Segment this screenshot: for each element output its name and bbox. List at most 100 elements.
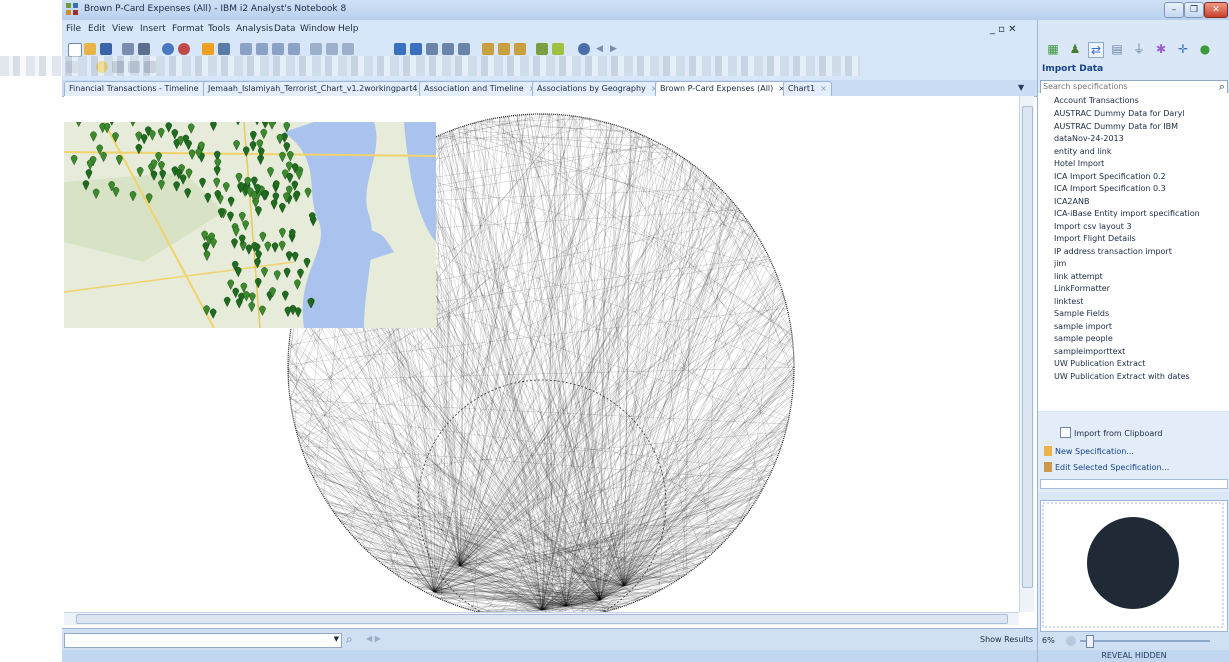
mdi-controls[interactable]: _ ▫ ✕	[990, 24, 1017, 35]
zoom-out-icon[interactable]	[256, 43, 268, 55]
overview-window[interactable]	[1040, 500, 1228, 632]
conditional-format-icon[interactable]	[552, 43, 564, 55]
zoom-page-icon[interactable]	[288, 43, 300, 55]
tab-associations-geography[interactable]: Associations by Geography ×	[532, 81, 663, 96]
menu-analysis[interactable]: Analysis	[236, 24, 274, 34]
zoom-fit-icon[interactable]	[272, 43, 284, 55]
menu-view[interactable]: View	[112, 24, 134, 34]
zoom-in-icon[interactable]	[240, 43, 252, 55]
close-button[interactable]: ✕	[1204, 2, 1228, 18]
menu-edit[interactable]: Edit	[88, 24, 106, 34]
minimize-button[interactable]: –	[1164, 2, 1184, 18]
tab-financial-transactions[interactable]: Financial Transactions - Timeline×	[64, 81, 216, 96]
forward-icon[interactable]: ▶	[610, 44, 617, 54]
tab-association-timeline[interactable]: Association and Timeline×	[419, 81, 541, 96]
snapshot-icon[interactable]	[458, 43, 470, 55]
reveal-hidden-button[interactable]: REVEAL HIDDEN	[1038, 650, 1229, 662]
spec-item[interactable]: UW Publication Extract with dates	[1054, 372, 1190, 381]
menu-data[interactable]: Data	[274, 24, 296, 34]
menu-help[interactable]: Help	[338, 24, 359, 34]
actions-scrollbar[interactable]	[1040, 479, 1228, 489]
print-icon[interactable]	[138, 43, 150, 55]
menu-tools[interactable]: Tools	[208, 24, 231, 34]
spec-item[interactable]: LinkFormatter	[1054, 284, 1110, 293]
network-graph[interactable]	[64, 96, 1019, 612]
navigate-panel-icon[interactable]: ✛	[1177, 42, 1189, 56]
spec-item[interactable]: dataNov-24-2013	[1054, 134, 1124, 143]
vertical-scroll-thumb[interactable]	[1022, 106, 1033, 588]
spec-item[interactable]: Sample Fields	[1054, 309, 1110, 318]
zoom-slider[interactable]	[1080, 640, 1210, 642]
connect-panel-icon[interactable]: ●	[1199, 42, 1211, 56]
spec-search[interactable]: ⌕	[1040, 80, 1228, 94]
search-icon[interactable]: ⌕	[346, 632, 353, 646]
chart-canvas[interactable]	[64, 96, 1019, 612]
spec-item[interactable]: ICA Import Specification 0.2	[1054, 172, 1166, 181]
menu-format[interactable]: Format	[172, 24, 204, 34]
list-panel-icon[interactable]: ▤	[1111, 42, 1123, 56]
spec-item[interactable]: Import Flight Details	[1054, 234, 1136, 243]
new-specification-link[interactable]: New Specification...	[1044, 446, 1134, 456]
spec-item[interactable]: sampleimporttext	[1054, 347, 1126, 356]
menu-insert[interactable]: Insert	[140, 24, 166, 34]
spec-search-input[interactable]	[1041, 81, 1203, 92]
menu-window[interactable]: Window	[300, 24, 336, 34]
back-icon[interactable]: ◀	[596, 44, 603, 54]
align-icon[interactable]	[342, 43, 354, 55]
people-panel-icon[interactable]: ♟	[1069, 42, 1081, 56]
grid-panel-icon[interactable]: ▦	[1047, 42, 1059, 56]
spec-item[interactable]: IP address transaction import	[1054, 247, 1172, 256]
import-panel-icon[interactable]: ⇄	[1088, 42, 1104, 58]
spec-item[interactable]: sample people	[1054, 334, 1113, 343]
select-icon[interactable]	[202, 43, 214, 55]
spec-item[interactable]: UW Publication Extract	[1054, 359, 1146, 368]
spec-item[interactable]: AUSTRAC Dummy Data for IBM	[1054, 122, 1179, 131]
properties-icon[interactable]	[122, 43, 134, 55]
page-icon[interactable]	[442, 43, 454, 55]
spec-item[interactable]: jim	[1054, 259, 1067, 268]
spec-item[interactable]: linktest	[1054, 297, 1084, 306]
spec-item[interactable]: entity and link	[1054, 147, 1112, 156]
tab-jemaah-islamiyah[interactable]: Jemaah_Islamiyah_Terrorist_Chart_v1.2wor…	[203, 81, 435, 96]
spec-item[interactable]: ICA Import Specification 0.3	[1054, 184, 1166, 193]
redo-icon[interactable]	[178, 43, 190, 55]
analysis-panel-icon[interactable]: ✱	[1155, 42, 1167, 56]
tab-brown-pcard[interactable]: Brown P-Card Expenses (All) ×	[655, 81, 790, 96]
quick-search-combo[interactable]: ▼	[64, 633, 342, 648]
lasso-icon[interactable]	[218, 43, 230, 55]
undo-icon[interactable]	[162, 43, 174, 55]
menu-file[interactable]: File	[66, 24, 82, 34]
spec-item[interactable]: Hotel Import	[1054, 159, 1105, 168]
find-clusters-icon[interactable]	[514, 43, 526, 55]
zoom-slider-thumb[interactable]	[1086, 635, 1094, 648]
connect-icon[interactable]	[578, 43, 590, 55]
grid-icon[interactable]	[426, 43, 438, 55]
overview-map[interactable]	[1041, 501, 1227, 631]
filter-panel-icon[interactable]: ⏚	[1132, 42, 1145, 56]
spec-item[interactable]: link attempt	[1054, 272, 1103, 281]
zoom-out-button[interactable]	[1066, 636, 1076, 646]
horizontal-scrollbar[interactable]	[64, 612, 1019, 625]
timeline-view-icon[interactable]	[410, 43, 422, 55]
restore-button[interactable]: ❐	[1184, 2, 1204, 18]
new-icon[interactable]	[68, 43, 82, 57]
open-icon[interactable]	[84, 43, 96, 55]
spec-item[interactable]: Account Transactions	[1054, 96, 1139, 105]
horizontal-scroll-thumb[interactable]	[76, 614, 1008, 624]
show-results-link[interactable]: Show Results	[980, 635, 1034, 644]
find-linked-icon[interactable]	[498, 43, 510, 55]
search-nav-arrows[interactable]: ◀ ▶	[366, 634, 381, 643]
find-path-icon[interactable]	[482, 43, 494, 55]
chart-view-icon[interactable]	[394, 43, 406, 55]
chevron-down-icon[interactable]: ▼	[333, 635, 339, 643]
spec-item[interactable]: ICA2ANB	[1054, 197, 1090, 206]
edit-specification-link[interactable]: Edit Selected Specification...	[1044, 462, 1169, 472]
import-clipboard-checkbox[interactable]: Import from Clipboard	[1060, 427, 1162, 438]
save-icon[interactable]	[100, 43, 112, 55]
list-items-icon[interactable]	[536, 43, 548, 55]
spec-item[interactable]: AUSTRAC Dummy Data for Daryl	[1054, 109, 1185, 118]
search-icon[interactable]: ⌕	[1218, 80, 1225, 93]
tab-chart1[interactable]: Chart1 ×	[783, 81, 832, 96]
vertical-scrollbar[interactable]	[1019, 96, 1034, 612]
tab-close-icon[interactable]: ×	[778, 84, 785, 93]
